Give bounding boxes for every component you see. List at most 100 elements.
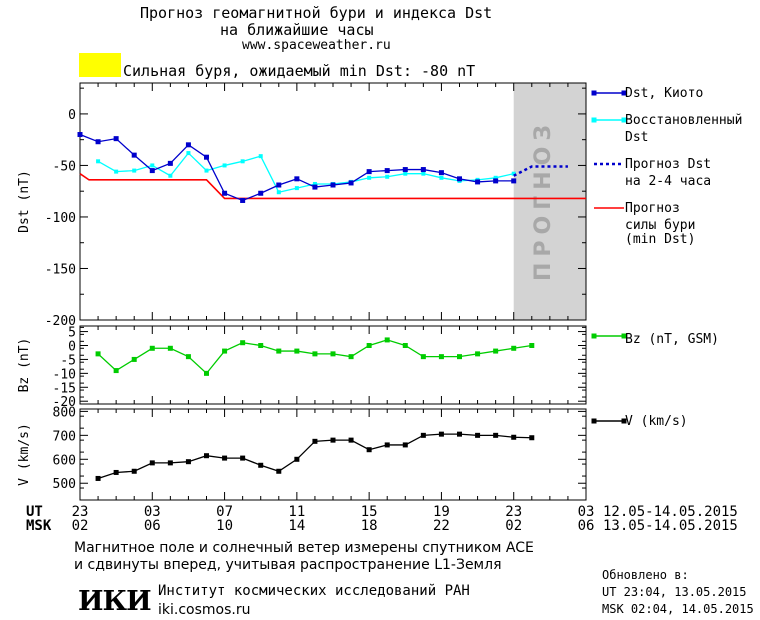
x-axis-msk-label: MSK — [26, 518, 52, 534]
dst-kyoto-legend-marker — [621, 90, 627, 96]
dst-restored-point — [186, 151, 191, 156]
solar-wind-speed-point — [204, 453, 209, 459]
bz-point — [402, 343, 408, 348]
y-tick-label: 0 — [68, 108, 76, 123]
solar-wind-speed-point — [312, 438, 318, 444]
dst-restored-point — [168, 173, 173, 178]
solar-wind-speed-point — [511, 434, 517, 440]
bz-point — [330, 351, 336, 357]
panel-frame-3 — [79, 408, 587, 501]
solar-wind-speed-point — [95, 475, 101, 481]
dst-restored-point — [403, 171, 408, 176]
x-tick-label-ut: 19 — [433, 504, 450, 520]
page-title-line2: на ближайшие часы — [220, 21, 374, 39]
x-tick-label-msk: 06 — [578, 518, 595, 534]
dst-kyoto-point — [204, 154, 209, 160]
x-tick-label-msk: 10 — [216, 518, 233, 534]
solar-wind-speed-point — [420, 432, 426, 438]
solar-wind-speed-point — [402, 442, 408, 448]
legend-forecast-2: на 2-4 часа — [625, 174, 711, 189]
dst-restored-point — [222, 163, 227, 168]
dst-kyoto-point — [493, 178, 499, 184]
solar-wind-speed-point — [529, 435, 535, 441]
dst-restored-point — [114, 169, 119, 174]
bz-point — [348, 354, 354, 360]
institute-url[interactable]: iki.cosmos.ru — [158, 602, 251, 618]
dst-restored-point — [150, 163, 155, 168]
dst-kyoto-point — [457, 176, 462, 182]
x-tick-label-msk: 18 — [361, 518, 378, 534]
dst-kyoto-point — [258, 190, 264, 196]
dst-kyoto-point — [167, 160, 173, 166]
bz-point — [131, 356, 137, 362]
legend-forecast-1: Прогноз Dst — [625, 157, 711, 172]
bz-point — [294, 348, 300, 354]
dst-restored-legend-marker — [591, 117, 597, 123]
dst-kyoto-point — [294, 176, 300, 182]
bz-point — [167, 345, 173, 351]
x-tick-label-ut: 15 — [361, 504, 378, 520]
dst-kyoto-point — [185, 142, 191, 148]
bz-legend-marker — [591, 333, 597, 339]
solar-wind-speed-point — [258, 462, 264, 468]
solar-wind-speed-point — [493, 432, 499, 438]
bz-point — [493, 348, 499, 354]
updated-msk: MSK 02:04, 14.05.2015 — [602, 602, 754, 616]
solar-wind-speed-point — [113, 469, 119, 475]
dst-kyoto-point — [384, 168, 390, 174]
solar-wind-speed-point — [384, 442, 390, 448]
solar-wind-speed-point — [330, 437, 336, 443]
dst-restored-point — [439, 175, 444, 180]
dst-restored-point — [367, 175, 372, 180]
forecast-band — [513, 83, 586, 320]
dst-kyoto-point — [348, 180, 354, 186]
legend-dst-restored-2: Dst — [625, 130, 648, 145]
x-tick-label-msk: 06 — [144, 518, 161, 534]
panel-frame-2 — [79, 325, 587, 405]
bz-point — [185, 354, 191, 360]
solar-wind-speed-point — [240, 455, 246, 461]
solar-wind-speed-legend-marker — [621, 418, 627, 424]
dst-kyoto-legend-marker — [591, 90, 597, 96]
legend-storm-1: Прогноз — [625, 201, 680, 216]
x-axis-msk-range: 13.05-14.05.2015 — [603, 518, 738, 534]
dst-restored-point — [204, 168, 209, 173]
dst-kyoto-point — [366, 169, 372, 175]
dst-restored-legend-marker — [621, 117, 627, 123]
storm-forecast-line — [79, 173, 586, 200]
bz-point — [438, 354, 444, 360]
solar-wind-speed-point — [438, 431, 444, 437]
solar-wind-speed-point — [366, 447, 372, 453]
dst-restored-point — [294, 186, 299, 191]
bz-line — [97, 339, 532, 375]
dst-kyoto-point — [402, 167, 408, 173]
dst-restored-point — [96, 159, 101, 164]
dst-kyoto-point — [149, 168, 155, 174]
dst-kyoto-point — [276, 182, 282, 188]
bz-point — [384, 337, 390, 343]
panel-frame-1 — [79, 82, 587, 321]
iki-logo[interactable]: ИКИ — [78, 586, 152, 617]
bz-point — [276, 348, 282, 354]
footer-note-line2: и сдвинуты вперед, учитывая распростране… — [74, 557, 502, 573]
y-tick-label: -50 — [53, 159, 76, 174]
dst-restored-point — [240, 159, 245, 164]
y-tick-label: 0 — [68, 340, 76, 355]
dst-restored-point — [312, 181, 317, 186]
x-axis-ut-range: 12.05-14.05.2015 — [603, 504, 738, 520]
bz-point — [258, 343, 264, 348]
x-tick-label-ut: 23 — [505, 504, 522, 520]
legend-dst-kyoto: Dst, Киото — [625, 86, 703, 101]
site-url[interactable]: www.spaceweather.ru — [242, 38, 391, 53]
bz-point — [312, 351, 318, 357]
dst-kyoto-point — [511, 178, 517, 184]
x-tick-label-ut: 03 — [578, 504, 595, 520]
solar-wind-speed-point — [294, 456, 300, 462]
dst-restored-point — [493, 175, 498, 180]
legend-v: V (km/s) — [625, 414, 688, 429]
solar-wind-speed-point — [457, 431, 462, 437]
dst-restored-point — [385, 174, 390, 179]
solar-wind-speed-point — [222, 455, 228, 461]
dst-kyoto-point — [222, 190, 228, 196]
